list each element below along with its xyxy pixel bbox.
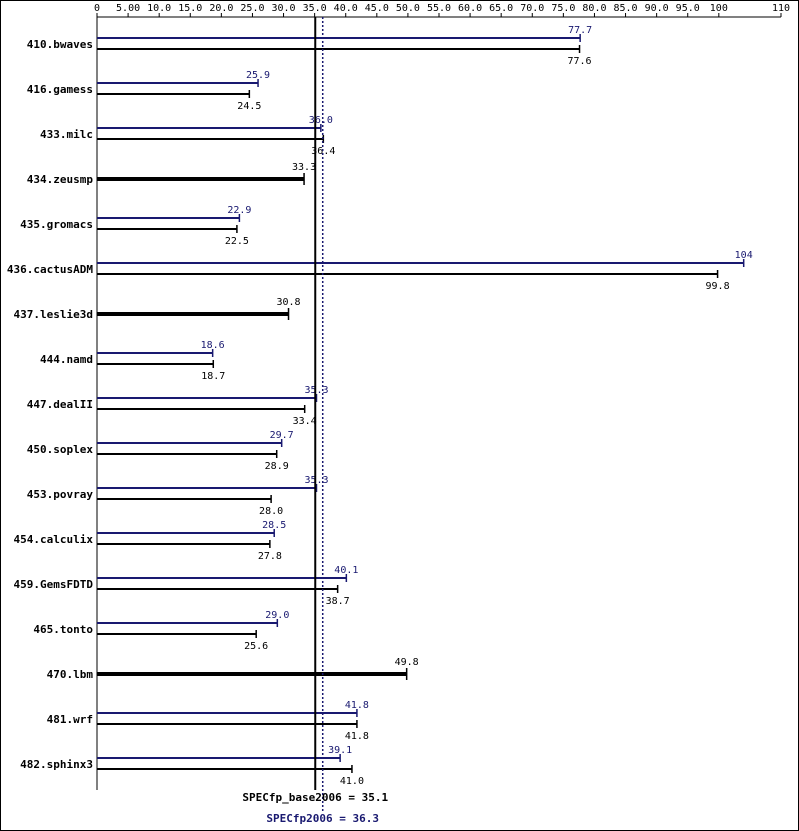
benchmark-label: 481.wrf: [47, 713, 93, 726]
peak-value-label: 40.1: [334, 565, 358, 576]
base-value-label: 25.6: [244, 641, 268, 652]
peak-value-label: 39.1: [328, 745, 352, 756]
x-tick-label: 75.0: [551, 3, 575, 14]
base-value-label: 99.8: [706, 281, 730, 292]
x-tick-label: 5.00: [116, 3, 140, 14]
peak-value-label: 29.0: [265, 610, 289, 621]
base-value-label: 27.8: [258, 551, 282, 562]
base-value-label: 41.8: [345, 731, 369, 742]
x-tick-label: 55.0: [427, 3, 451, 14]
benchmark-label: 482.sphinx3: [20, 758, 93, 771]
x-tick-label: 100: [710, 3, 728, 14]
x-tick-label: 50.0: [396, 3, 420, 14]
benchmark-label: 437.leslie3d: [14, 308, 93, 321]
peak-value-label: 35.3: [304, 385, 328, 396]
x-tick-label: 15.0: [178, 3, 202, 14]
x-tick-label: 95.0: [676, 3, 700, 14]
benchmark-label: 459.GemsFDTD: [14, 578, 94, 591]
peak-value-label: 36.0: [309, 115, 333, 126]
peak-value-label: 77.7: [568, 25, 592, 36]
base-value-label: 24.5: [237, 101, 261, 112]
peak-value-label: 104: [735, 250, 753, 261]
benchmark-label: 465.tonto: [33, 623, 93, 636]
benchmark-label: 436.cactusADM: [7, 263, 93, 276]
x-tick-label: 0: [94, 3, 100, 14]
overall-base-label: SPECfp_base2006 = 35.1: [242, 791, 388, 804]
base-value-label: 30.8: [276, 297, 300, 308]
x-tick-label: 90.0: [645, 3, 669, 14]
benchmark-label: 416.gamess: [27, 83, 93, 96]
overall-peak-label: SPECfp2006 = 36.3: [266, 812, 379, 825]
peak-value-label: 25.9: [246, 70, 270, 81]
base-value-label: 41.0: [340, 776, 364, 787]
x-tick-label: 20.0: [209, 3, 233, 14]
benchmark-label: 410.bwaves: [27, 38, 93, 51]
x-tick-label: 35.0: [303, 3, 327, 14]
peak-value-label: 41.8: [345, 700, 369, 711]
base-value-label: 38.7: [326, 596, 350, 607]
x-tick-label: 40.0: [334, 3, 358, 14]
base-value-label: 18.7: [201, 371, 225, 382]
x-tick-label: 110: [772, 3, 790, 14]
benchmark-label: 435.gromacs: [20, 218, 93, 231]
peak-value-label: 28.5: [262, 520, 286, 531]
benchmark-label: 447.dealII: [27, 398, 93, 411]
benchmark-label: 454.calculix: [14, 533, 94, 546]
base-value-label: 22.5: [225, 236, 249, 247]
x-tick-label: 10.0: [147, 3, 171, 14]
x-tick-label: 25.0: [240, 3, 264, 14]
x-tick-label: 30.0: [271, 3, 295, 14]
base-value-label: 28.0: [259, 506, 283, 517]
base-value-label: 33.3: [292, 162, 316, 173]
base-value-label: 36.4: [311, 146, 335, 157]
x-tick-label: 65.0: [489, 3, 513, 14]
benchmark-label: 450.soplex: [27, 443, 94, 456]
base-value-label: 33.4: [293, 416, 317, 427]
peak-value-label: 35.3: [304, 475, 328, 486]
benchmark-label: 444.namd: [40, 353, 93, 366]
benchmark-label: 470.lbm: [47, 668, 94, 681]
base-value-label: 77.6: [567, 56, 591, 67]
benchmark-label: 434.zeusmp: [27, 173, 94, 186]
x-tick-label: 60.0: [458, 3, 482, 14]
peak-value-label: 29.7: [270, 430, 294, 441]
peak-value-label: 18.6: [201, 340, 225, 351]
x-tick-label: 85.0: [613, 3, 637, 14]
benchmark-label: 453.povray: [27, 488, 94, 501]
x-tick-label: 70.0: [520, 3, 544, 14]
base-value-label: 49.8: [395, 657, 419, 668]
x-tick-label: 45.0: [365, 3, 389, 14]
base-value-label: 28.9: [265, 461, 289, 472]
peak-value-label: 22.9: [227, 205, 251, 216]
x-tick-label: 80.0: [582, 3, 606, 14]
benchmark-label: 433.milc: [40, 128, 93, 141]
